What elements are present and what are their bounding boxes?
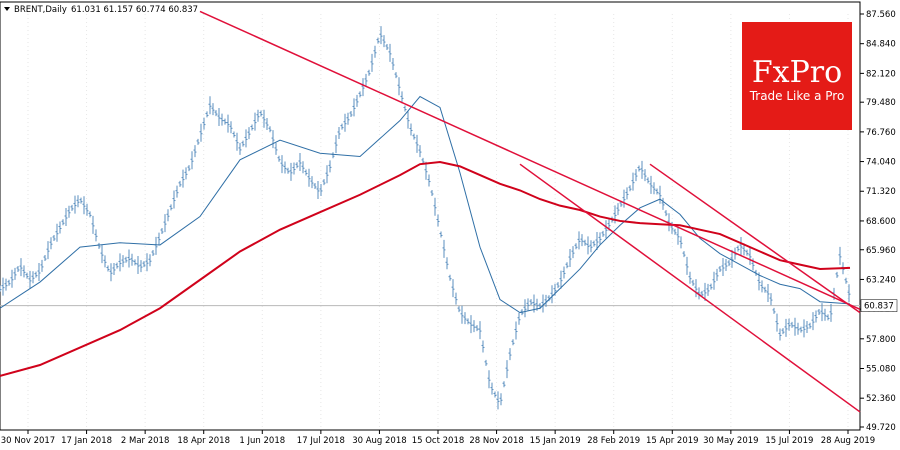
trendline-trend_upper_channel [649, 163, 861, 314]
chevron-down-icon[interactable] [4, 7, 10, 11]
x-tick-label: 30 May 2019 [703, 436, 758, 446]
y-tick-label: 76.760 [866, 128, 896, 138]
y-tick-label: 79.480 [866, 98, 896, 108]
x-tick-label: 1 Jun 2018 [239, 436, 285, 446]
current-price-box [860, 299, 898, 312]
x-tick-label: 15 Apr 2019 [646, 436, 699, 446]
x-tick-label: 15 Jul 2019 [765, 436, 813, 446]
y-tick-label: 87.560 [866, 10, 896, 20]
current-price-marker: 60.837 [860, 299, 898, 312]
x-tick-label: 2 Mar 2018 [121, 436, 169, 446]
fxpro-logo: FxPro Trade Like a Pro [742, 22, 852, 130]
chart-header: BRENT,Daily 61.031 61.157 60.774 60.837 [4, 5, 198, 15]
y-tick-label: 84.840 [866, 40, 896, 50]
y-tick-label: 49.720 [866, 423, 896, 433]
plot-frame [0, 1, 861, 431]
ohlc-label: 61.031 61.157 60.774 60.837 [71, 5, 198, 15]
logo-box [742, 22, 852, 130]
x-tick-label: 15 Oct 2018 [412, 436, 465, 446]
symbol-label: BRENT,Daily [14, 5, 67, 15]
x-tick-label: 28 Feb 2019 [587, 436, 640, 446]
x-tick-label: 28 Aug 2019 [821, 436, 875, 446]
x-tick-label: 30 Aug 2018 [352, 436, 406, 446]
trendline-trend_upper_main [199, 10, 861, 311]
x-tick-label: 17 Jul 2018 [297, 436, 345, 446]
y-tick-label: 57.800 [866, 335, 896, 345]
trendline-trend_lower_channel [519, 163, 861, 413]
x-tick-label: 15 Jan 2019 [530, 436, 581, 446]
x-tick-label: 17 Jan 2018 [61, 436, 112, 446]
y-tick-label: 82.120 [866, 69, 896, 79]
series [0, 26, 851, 410]
y-tick-label: 65.960 [866, 246, 896, 256]
trendlines [199, 10, 861, 413]
y-tick-label: 55.080 [866, 364, 896, 374]
axes: 87.560 84.840 82.120 79.480 76.760 74.040 71.3… [1, 10, 896, 446]
y-tick-label: 52.360 [866, 394, 896, 404]
y-tick-label: 71.320 [866, 187, 896, 197]
logo-brand: FxPro [752, 55, 842, 90]
y-tick-label: 63.240 [866, 275, 896, 285]
y-tick-label: 74.040 [866, 158, 896, 168]
x-tick-label: 18 Apr 2018 [177, 436, 230, 446]
x-tick-label: 28 Nov 2018 [469, 436, 523, 446]
y-tick-label: 68.600 [866, 217, 896, 227]
logo-tagline: Trade Like a Pro [749, 89, 845, 103]
moving-average-slow [0, 160, 851, 377]
current-price-label: 60.837 [864, 302, 894, 312]
moving-average-fast [0, 95, 851, 314]
x-tick-label: 30 Nov 2017 [1, 436, 55, 446]
